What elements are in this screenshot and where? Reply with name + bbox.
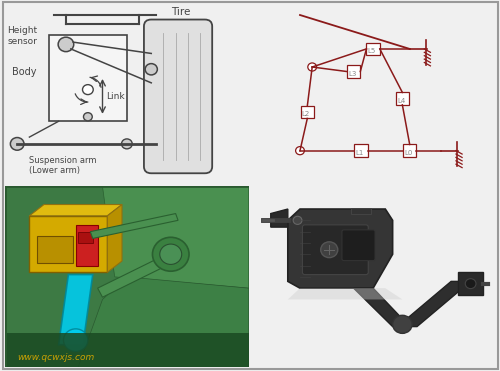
Bar	[354, 144, 368, 157]
Text: L4: L4	[397, 98, 405, 104]
Text: Body: Body	[12, 66, 37, 76]
Circle shape	[296, 147, 304, 155]
Text: L2: L2	[302, 111, 310, 117]
Polygon shape	[354, 288, 410, 326]
Bar	[5, 334, 249, 367]
Polygon shape	[288, 209, 393, 288]
Text: L3: L3	[348, 70, 356, 77]
Bar	[403, 144, 416, 157]
Polygon shape	[271, 209, 288, 227]
Circle shape	[152, 237, 189, 271]
Circle shape	[10, 138, 24, 150]
Text: Height
sensor: Height sensor	[8, 26, 38, 46]
Polygon shape	[90, 214, 178, 239]
Circle shape	[293, 216, 302, 224]
Circle shape	[320, 242, 338, 257]
FancyBboxPatch shape	[144, 20, 212, 173]
Polygon shape	[30, 204, 122, 216]
Text: Link: Link	[106, 92, 125, 101]
Bar	[300, 106, 314, 118]
Bar	[36, 236, 73, 263]
Polygon shape	[108, 204, 122, 272]
Bar	[366, 43, 380, 55]
Circle shape	[145, 63, 158, 75]
Bar	[396, 92, 409, 105]
Circle shape	[82, 85, 93, 95]
Text: www.qcwxjs.com: www.qcwxjs.com	[17, 353, 94, 362]
Text: L1: L1	[356, 150, 364, 156]
Text: Tire: Tire	[171, 7, 190, 17]
Bar	[76, 225, 98, 266]
Bar	[458, 272, 483, 295]
Circle shape	[58, 37, 74, 52]
Bar	[347, 65, 360, 78]
Text: L0: L0	[404, 150, 412, 156]
Polygon shape	[5, 186, 249, 367]
Text: L5: L5	[368, 48, 376, 54]
Bar	[49, 35, 127, 121]
Polygon shape	[102, 186, 249, 288]
Circle shape	[308, 63, 316, 71]
Bar	[78, 232, 93, 243]
Polygon shape	[58, 275, 93, 345]
Bar	[30, 216, 108, 272]
Text: Suspension arm
(Lower arm): Suspension arm (Lower arm)	[30, 156, 97, 175]
Polygon shape	[288, 288, 403, 299]
FancyBboxPatch shape	[342, 230, 375, 260]
Circle shape	[466, 279, 476, 289]
Circle shape	[160, 244, 182, 265]
FancyBboxPatch shape	[302, 225, 368, 275]
Polygon shape	[398, 281, 470, 326]
Circle shape	[84, 113, 92, 121]
Polygon shape	[98, 250, 180, 297]
Circle shape	[122, 139, 132, 149]
Circle shape	[392, 315, 412, 334]
Bar	[351, 208, 370, 214]
Polygon shape	[78, 277, 249, 367]
Circle shape	[64, 329, 88, 351]
